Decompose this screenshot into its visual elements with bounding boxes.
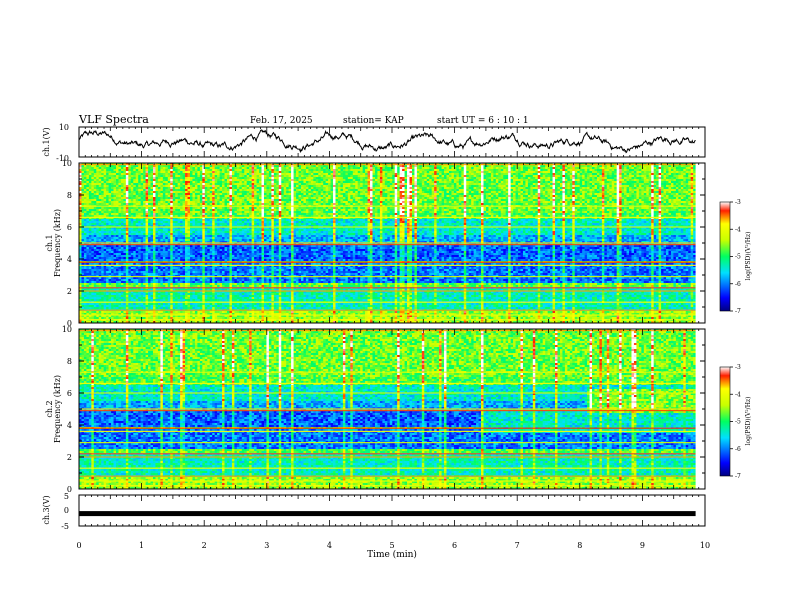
ch2-spectrogram-panel: 0 2 4 6 8 10 ch.2 Frequency (kHz) [45,325,706,494]
ytick-label: 0 [67,319,72,328]
ch1-colorbar-gradient [719,201,731,312]
ch2-spectrogram-image [79,329,705,490]
xtick-label: 4 [327,541,332,550]
ytick-label: 4 [67,255,72,264]
ch3-ytick-bottom: -5 [61,522,69,531]
ch1-colorbar-ticks: -3 -4 -5 -6 -7 [730,199,741,315]
xtick-label: 9 [640,541,645,550]
ch2-colorbar-label: log(PSD)(V²/Hz) [745,397,752,446]
ytick-label: 4 [67,421,72,430]
ch2-spectrogram-yticks: 0 2 4 6 8 10 [62,325,705,494]
colorbar-tick-label: -6 [735,446,741,453]
xtick-label: 6 [452,541,457,550]
colorbar-tick-label: -6 [735,281,741,288]
ytick-label: 10 [62,325,72,334]
ch1-spectrogram-yticks: 0 2 4 6 8 10 [62,159,705,328]
figure-title: VLF Spectra [78,113,149,126]
colorbar-tick-label: -4 [735,226,741,233]
xtick-label: 5 [389,541,394,550]
ch2-colorbar-ticks: -3 -4 -5 -6 -7 [730,364,741,480]
ch1-colorbar-label: log(PSD)(V²/Hz) [745,232,752,281]
ch1-spec-ylabel-bottom: Frequency (kHz) [53,209,62,277]
ch1-colorbar: -3 -4 -5 -6 -7 log(PSD)(V²/Hz) [719,199,752,315]
ch2-colorbar-gradient [719,366,731,477]
xtick-label: 7 [515,541,520,550]
ytick-label: 10 [62,159,72,168]
time-axis-ticks [78,127,706,526]
date-label: Feb. 17, 2025 [250,116,313,126]
colorbar-tick-label: -7 [735,473,741,480]
ch3-ytick-top: 5 [64,492,69,501]
xtick-label: 10 [700,541,710,550]
xtick-label: 8 [577,541,582,550]
ch3-ytick-mid: 0 [64,506,69,515]
colorbar-tick-label: -5 [735,254,741,261]
ch2-colorbar: -3 -4 -5 -6 -7 log(PSD)(V²/Hz) [719,364,752,480]
colorbar-tick-label: -3 [735,199,741,206]
ch1-spec-ylabel-top: ch.1 [45,234,54,251]
xtick-label: 2 [202,541,207,550]
ch1-spectrogram-image [79,163,705,324]
ch2-spec-ylabel-top: ch.2 [45,400,54,417]
ytick-label: 8 [67,191,72,200]
station-label: station= KAP [343,116,404,126]
ytick-label: 8 [67,357,72,366]
colorbar-tick-label: -4 [735,391,741,398]
ch1-ytick-bottom: -10 [56,154,69,163]
ytick-label: 6 [67,223,72,232]
ch1-waveform-line [79,129,696,154]
colorbar-tick-label: -7 [735,308,741,315]
colorbar-tick-label: -5 [735,419,741,426]
ch1-ylabel: ch.1(V) [42,127,51,156]
ch1-ytick-top: 10 [59,123,69,132]
ch2-spec-ylabel-bottom: Frequency (kHz) [53,375,62,443]
colorbar-tick-label: -3 [735,364,741,371]
ch3-ylabel: ch.3(V) [42,495,51,524]
ytick-label: 6 [67,389,72,398]
ytick-label: 0 [67,485,72,494]
time-axis-tick-labels: 0 1 2 3 4 5 6 7 8 9 10 [76,541,710,550]
ytick-label: 2 [67,287,72,296]
xtick-label: 0 [76,541,81,550]
ytick-label: 2 [67,453,72,462]
time-axis-label: Time (min) [367,549,417,560]
ch1-spectrogram-panel: 0 2 4 6 8 10 ch.1 Frequency (kHz) [45,159,706,328]
ch3-waveform-line [79,511,696,517]
xtick-label: 3 [264,541,269,550]
xtick-label: 1 [139,541,144,550]
start-time-label: start UT = 6 : 10 : 1 [437,116,529,126]
